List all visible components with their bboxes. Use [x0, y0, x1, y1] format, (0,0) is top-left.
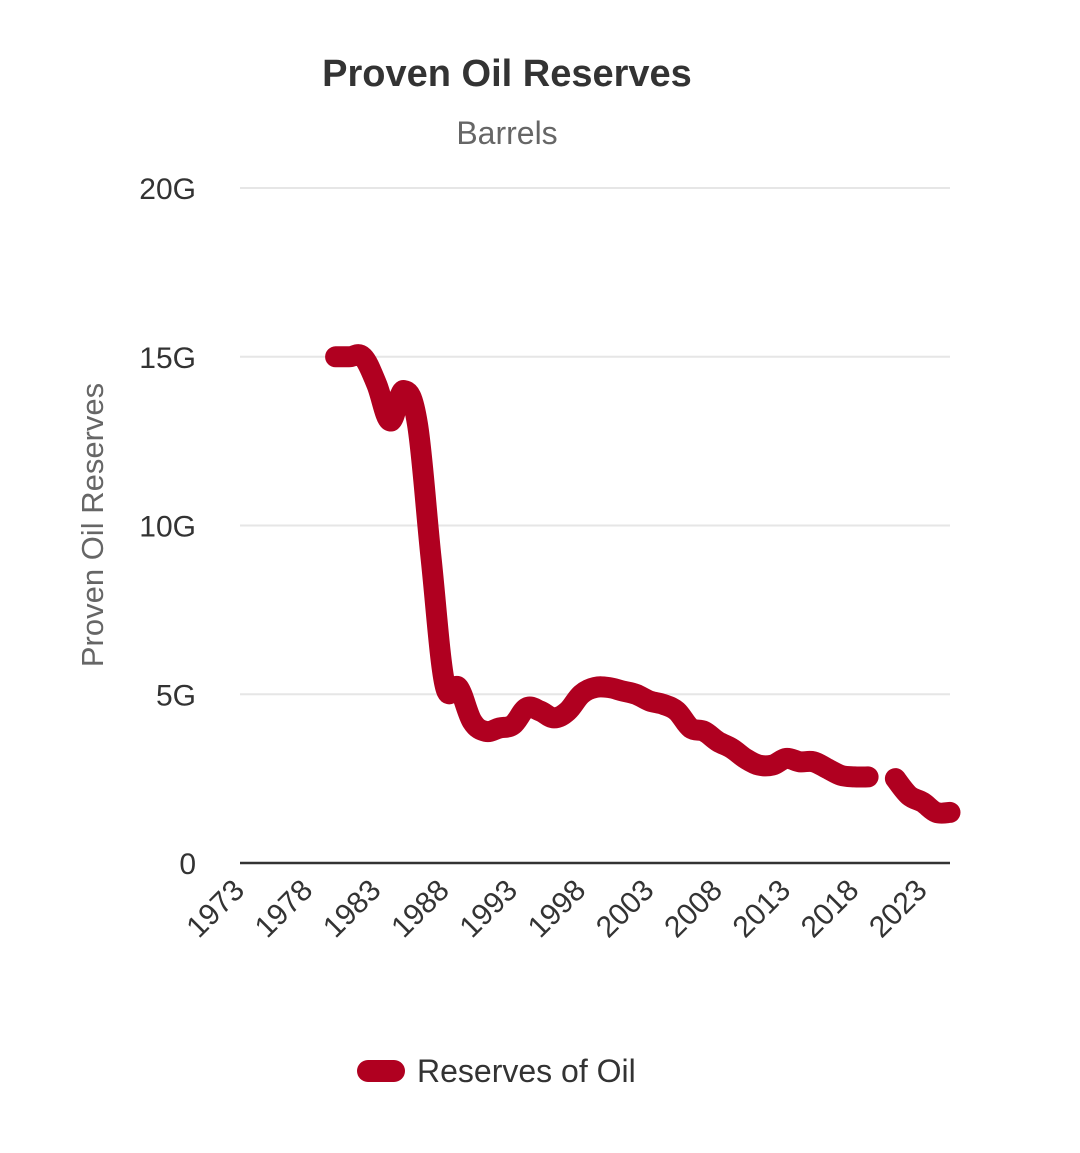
- y-tick-label: 15G: [139, 342, 196, 375]
- x-tick-label: 2003: [590, 874, 661, 945]
- series-layer: [325, 344, 961, 824]
- x-axis-ticks: 1973197819831988199319982003200820132018…: [180, 874, 933, 945]
- x-tick-label: 2008: [658, 874, 729, 945]
- x-tick-label: 1978: [249, 874, 320, 945]
- legend-label: Reserves of Oil: [417, 1053, 636, 1089]
- x-tick-label: 1983: [317, 874, 388, 945]
- chart-title: Proven Oil Reserves: [322, 53, 692, 95]
- x-tick-label: 1973: [180, 874, 251, 945]
- legend[interactable]: Reserves of Oil: [357, 1053, 636, 1089]
- data-point[interactable]: [858, 767, 878, 787]
- data-point[interactable]: [940, 802, 960, 822]
- data-point[interactable]: [394, 381, 414, 401]
- data-point[interactable]: [367, 374, 387, 394]
- x-tick-label: 2013: [727, 874, 798, 945]
- data-point[interactable]: [558, 701, 578, 721]
- data-point[interactable]: [380, 411, 400, 431]
- series-line-segment[interactable]: [884, 768, 961, 824]
- y-axis-title: Proven Oil Reserves: [75, 383, 110, 667]
- x-tick-label: 2023: [863, 874, 934, 945]
- y-tick-label: 20G: [139, 173, 196, 206]
- y-tick-label: 5G: [156, 679, 196, 712]
- chart-subtitle: Barrels: [456, 115, 557, 151]
- y-tick-label: 10G: [139, 511, 196, 544]
- y-tick-label: 0: [179, 848, 196, 881]
- data-point[interactable]: [503, 715, 523, 735]
- y-axis-ticks: 0 5G 10G 15G 20G: [139, 173, 196, 881]
- series-line-segment[interactable]: [325, 344, 879, 788]
- x-tick-label: 2018: [795, 874, 866, 945]
- x-tick-label: 1988: [385, 874, 456, 945]
- data-point[interactable]: [408, 414, 428, 434]
- data-point[interactable]: [448, 678, 468, 698]
- x-tick-label: 1998: [522, 874, 593, 945]
- data-point[interactable]: [885, 769, 905, 789]
- data-point[interactable]: [421, 549, 441, 569]
- data-point[interactable]: [667, 701, 687, 721]
- gridlines: [240, 187, 950, 696]
- data-point[interactable]: [353, 347, 373, 367]
- x-tick-label: 1993: [453, 874, 524, 945]
